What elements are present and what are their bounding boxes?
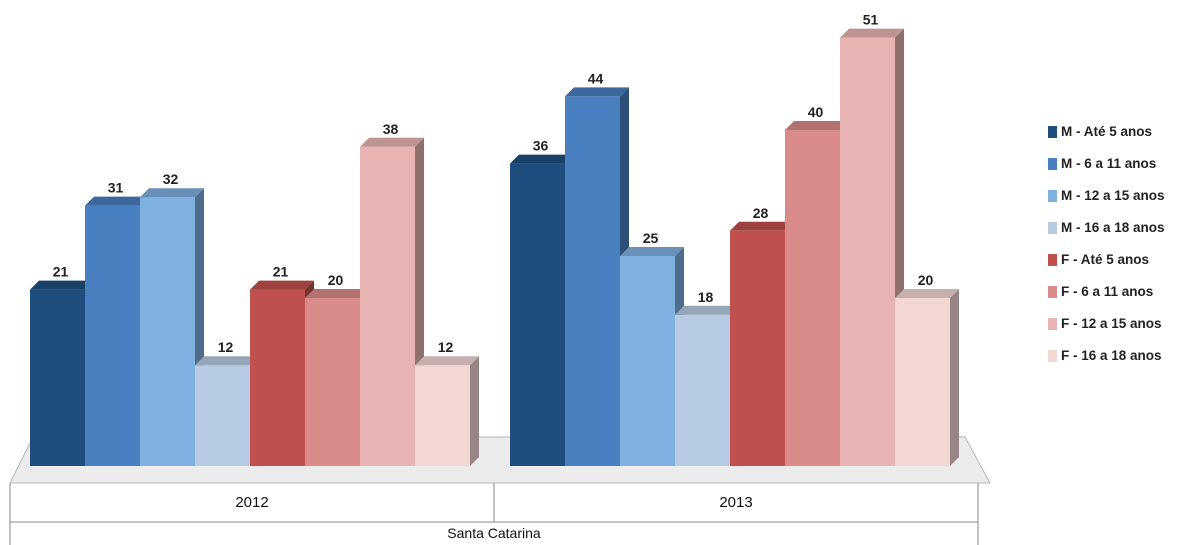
bar-2012-7: [360, 137, 424, 467]
bar-front-face: [895, 298, 950, 466]
bar-top-face: [305, 289, 369, 298]
legend-item: M - 16 a 18 anos: [1048, 217, 1165, 238]
legend-swatch: [1048, 317, 1057, 330]
bar-side-face: [470, 356, 479, 466]
value-label-2012-8: 12: [438, 339, 454, 355]
bar-top-face: [565, 87, 629, 97]
bar-2013-2: [565, 87, 629, 467]
legend-swatch: [1048, 189, 1057, 202]
category-label-2013: 2013: [719, 494, 752, 511]
bar-2012-5: [250, 280, 314, 466]
legend-item: F - 12 a 15 anos: [1048, 313, 1165, 334]
value-label-2012-6: 20: [328, 272, 344, 288]
bar-front-face: [840, 37, 895, 466]
bar-2013-3: [620, 247, 684, 466]
bar-front-face: [415, 365, 470, 466]
value-label-2013-2: 44: [588, 70, 604, 86]
bar-front-face: [250, 289, 305, 466]
value-label-2013-5: 28: [753, 205, 769, 221]
legend-swatch: [1048, 157, 1057, 170]
value-label-2012-5: 21: [273, 264, 289, 280]
legend-swatch: [1048, 253, 1057, 266]
bar-front-face: [140, 197, 195, 466]
bar-2012-4: [195, 356, 259, 466]
bar-front-face: [85, 205, 140, 466]
bar-top-face: [195, 356, 259, 366]
bar-top-face: [620, 247, 684, 256]
legend-item: M - 6 a 11 anos: [1048, 153, 1165, 174]
bar-top-face: [85, 196, 149, 206]
bar-2012-2: [85, 196, 149, 466]
legend-label: F - Até 5 anos: [1061, 252, 1150, 267]
bar-top-face: [785, 121, 849, 130]
bar-front-face: [565, 96, 620, 467]
bar-top-face: [250, 280, 314, 290]
legend: M - Até 5 anos M - 6 a 11 anos M - 12 a …: [1048, 121, 1165, 377]
x-axis-group-label: Santa Catarina: [447, 525, 541, 541]
value-label-2012-2: 31: [108, 180, 124, 196]
bar-front-face: [195, 365, 250, 466]
bar-2013-8: [895, 289, 959, 466]
legend-item: M - Até 5 anos: [1048, 121, 1165, 142]
bar-top-face: [730, 221, 794, 231]
value-label-2012-7: 38: [383, 121, 399, 137]
bar-front-face: [730, 230, 785, 466]
value-label-2012-3: 32: [163, 171, 179, 187]
bar-front-face: [30, 289, 85, 466]
category-axis-frame: [9, 483, 979, 545]
value-label-2012-1: 21: [53, 264, 69, 280]
bar-2012-8: [415, 356, 479, 466]
value-labels-group: 21 31 32 12 21 20 38 12 36 44 25 18 28 40 51 20: [53, 12, 934, 356]
legend-label: M - 16 a 18 anos: [1061, 220, 1165, 235]
bar-front-face: [675, 314, 730, 466]
bar-top-face: [415, 356, 479, 366]
value-label-2013-6: 40: [808, 104, 824, 120]
legend-swatch: [1048, 125, 1057, 138]
bar-2012-6: [305, 289, 369, 466]
legend-item: F - 6 a 11 anos: [1048, 281, 1165, 302]
bar-top-face: [510, 154, 574, 164]
bar-front-face: [620, 256, 675, 466]
legend-swatch: [1048, 349, 1057, 362]
bar-2013-1: [510, 154, 574, 466]
legend-item: F - Até 5 anos: [1048, 249, 1165, 270]
legend-label: M - 12 a 15 anos: [1061, 188, 1165, 203]
bar-2012-1: [30, 280, 94, 466]
value-label-2012-4: 12: [218, 339, 234, 355]
bar-2013-4: [675, 305, 739, 466]
bar-2012-3: [140, 188, 204, 466]
category-label-2012: 2012: [235, 494, 268, 511]
value-label-2013-1: 36: [533, 138, 549, 154]
bar-front-face: [785, 130, 840, 466]
bar-2013-5: [730, 221, 794, 466]
bar-side-face: [950, 289, 959, 466]
bar-top-face: [30, 280, 94, 290]
legend-label: M - 6 a 11 anos: [1061, 156, 1157, 171]
legend-label: M - Até 5 anos: [1061, 124, 1153, 139]
legend-label: F - 16 a 18 anos: [1061, 348, 1162, 363]
bar-top-face: [140, 188, 204, 198]
legend-item: F - 16 a 18 anos: [1048, 345, 1165, 366]
value-label-2013-7: 51: [863, 12, 879, 28]
value-label-2013-4: 18: [698, 289, 714, 305]
legend-swatch: [1048, 285, 1057, 298]
legend-swatch: [1048, 221, 1057, 234]
legend-label: F - 6 a 11 anos: [1061, 284, 1154, 299]
bar-top-face: [840, 28, 904, 38]
bar-front-face: [510, 163, 565, 466]
bar-front-face: [360, 146, 415, 467]
bar-2013-7: [840, 28, 904, 466]
legend-item: M - 12 a 15 anos: [1048, 185, 1165, 206]
value-label-2013-3: 25: [643, 230, 659, 246]
legend-label: F - 12 a 15 anos: [1061, 316, 1162, 331]
bar-series-group: [30, 28, 959, 467]
value-label-2013-8: 20: [918, 272, 934, 288]
bar-front-face: [305, 298, 360, 466]
bar-top-face: [675, 305, 739, 315]
bar-2013-6: [785, 121, 849, 466]
bar-top-face: [895, 289, 959, 298]
bar-top-face: [360, 137, 424, 147]
